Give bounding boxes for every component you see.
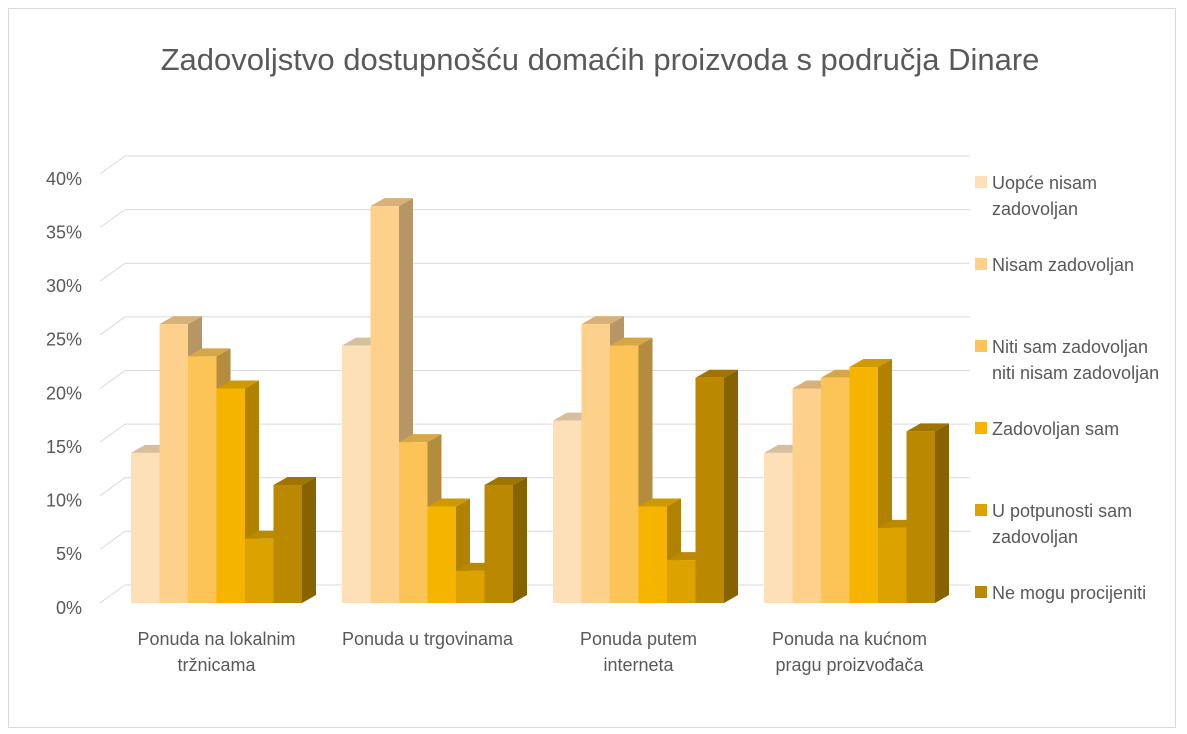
bar <box>821 377 850 603</box>
bar <box>849 367 878 603</box>
legend-label: Nisam zadovoljan <box>992 255 1135 275</box>
legend-item: Nisam zadovoljan <box>975 252 1175 278</box>
grid-line <box>99 477 970 497</box>
legend-swatch <box>975 340 987 352</box>
bar-top <box>273 477 316 486</box>
y-tick-label: 10% <box>46 491 82 511</box>
bar <box>581 324 610 603</box>
x-tick-label: Ponuda putem interneta <box>579 629 698 675</box>
bar <box>695 377 724 603</box>
bar-top <box>581 316 624 325</box>
bar <box>667 560 696 603</box>
x-tick-label: Ponuda u trgovinama <box>341 629 514 649</box>
chart-frame <box>8 8 1176 728</box>
bar <box>342 345 371 603</box>
grid-line <box>99 155 970 175</box>
y-tick-label: 30% <box>46 276 82 296</box>
legend-label: Ne mogu procijeniti <box>992 583 1147 603</box>
legend-item: Uopće nisam zadovoljan <box>975 170 1175 222</box>
bar-side <box>513 477 527 603</box>
y-tick-label: 5% <box>56 544 82 564</box>
grid-line <box>99 262 970 282</box>
legend-label: U potpunosti sam zadovoljan <box>992 501 1133 547</box>
bar-top <box>695 369 738 378</box>
bar <box>610 345 639 603</box>
bar-top <box>159 316 202 325</box>
bar-side <box>724 369 738 603</box>
bar-side <box>935 423 949 603</box>
legend-label: Zadovoljan sam <box>992 419 1120 439</box>
legend-label: Niti sam zadovoljan niti nisam zadovolja… <box>992 337 1160 383</box>
bar <box>399 442 428 603</box>
bar <box>906 431 935 603</box>
bar <box>484 485 513 603</box>
legend-item: Ne mogu procijeniti <box>975 580 1175 606</box>
legend-swatch <box>975 504 987 516</box>
x-tick-label: Ponuda na lokalnim tržnicama <box>137 629 296 675</box>
bar <box>131 452 160 603</box>
bar-top <box>610 337 653 346</box>
y-tick-label: 40% <box>46 169 82 189</box>
legend-item: U potpunosti sam zadovoljan <box>975 498 1175 550</box>
chart-title: Zadovoljstvo dostupnošću domaćih proizvo… <box>160 42 1040 77</box>
y-tick-label: 35% <box>46 222 82 242</box>
y-tick-label: 20% <box>46 383 82 403</box>
bar <box>427 506 456 603</box>
y-tick-label: 0% <box>56 598 82 618</box>
bar <box>273 485 302 603</box>
x-tick-label: Ponuda na kućnom pragu proizvođača <box>771 629 928 675</box>
bar <box>792 388 821 603</box>
grid-line <box>99 316 970 336</box>
legend-item: Zadovoljan sam <box>975 416 1175 442</box>
y-tick-label: 25% <box>46 330 82 350</box>
bar-top <box>188 348 231 357</box>
grid-line <box>99 209 970 229</box>
bar <box>878 527 907 603</box>
y-tick-label: 15% <box>46 437 82 457</box>
legend-label: Uopće nisam zadovoljan <box>992 173 1098 219</box>
bar-top <box>484 477 527 486</box>
grid-line <box>99 423 970 443</box>
bar-top <box>370 198 413 207</box>
grid-line <box>99 370 970 389</box>
bar <box>638 506 667 603</box>
bar-top <box>427 498 470 507</box>
bar-top <box>399 434 442 443</box>
legend-item: Niti sam zadovoljan niti nisam zadovolja… <box>975 334 1175 386</box>
bar-top <box>216 380 259 389</box>
bar <box>456 570 485 603</box>
bar-top <box>638 498 681 507</box>
bar-top <box>849 359 892 368</box>
bar <box>553 420 582 603</box>
bar <box>159 324 188 603</box>
bar-top <box>906 423 949 432</box>
bar <box>764 452 793 603</box>
legend-swatch <box>975 258 987 270</box>
legend-swatch <box>975 586 987 598</box>
bar-side <box>302 477 316 603</box>
grid-line <box>99 530 970 550</box>
bar <box>245 538 274 603</box>
legend-swatch <box>975 176 987 188</box>
bar <box>216 388 245 603</box>
bar <box>370 206 399 604</box>
legend-swatch <box>975 422 987 434</box>
bar <box>188 356 217 603</box>
